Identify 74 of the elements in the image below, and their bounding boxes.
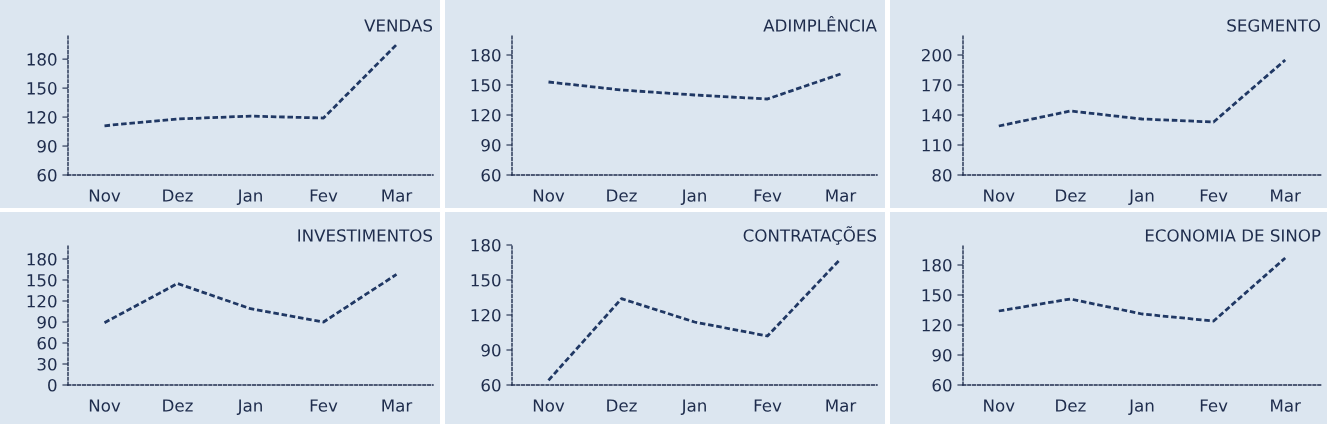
x-tick-label: Dez <box>1056 189 1086 202</box>
x-tick-label: Dez <box>607 189 637 202</box>
y-tick-label: 60 <box>37 336 57 350</box>
x-tick-label: Nov <box>984 399 1015 412</box>
y-tick-label: 150 <box>922 288 952 302</box>
y-tick-label: 0 <box>48 378 57 392</box>
chart-title: CONTRATAÇÕES <box>743 226 877 245</box>
y-tick-label: 170 <box>922 78 952 92</box>
x-tick-label: Jan <box>236 189 262 205</box>
x-tick-label: Dez <box>1056 399 1086 412</box>
x-tick-label: Mar <box>1271 399 1301 412</box>
y-tick-label: 180 <box>922 258 952 272</box>
x-tick-label: Nov <box>89 399 121 412</box>
x-tick-label: Mar <box>1271 189 1301 202</box>
x-tick-label: Nov <box>533 189 565 202</box>
y-tick-label: 90 <box>37 140 57 153</box>
x-tick-label: Jan <box>1128 399 1154 415</box>
x-tick-label: Mar <box>382 189 413 202</box>
y-tick-label: 120 <box>471 108 501 122</box>
y-tick-label: 120 <box>27 294 57 308</box>
y-tick-label: 180 <box>27 252 57 266</box>
x-tick-label: Jan <box>1128 189 1154 205</box>
x-tick-label: Mar <box>826 189 857 202</box>
y-tick-label: 150 <box>27 82 57 95</box>
x-tick-label: Fev <box>754 189 782 202</box>
y-tick-label: 120 <box>27 111 57 124</box>
x-tick-label: Nov <box>89 189 121 202</box>
y-tick-label: 90 <box>481 343 501 357</box>
x-tick-label: Jan <box>680 189 706 205</box>
line-series <box>997 58 1287 128</box>
x-tick-label: Jan <box>680 399 706 415</box>
x-tick-label: Nov <box>533 399 565 412</box>
x-tick-label: Dez <box>607 399 637 412</box>
x-tick-label: Dez <box>163 399 193 412</box>
y-tick-label: 120 <box>471 308 501 322</box>
y-tick-label: 80 <box>932 168 952 182</box>
y-tick-label: 150 <box>471 78 501 92</box>
x-tick-label: Mar <box>382 399 413 412</box>
y-tick-label: 60 <box>932 378 952 392</box>
y-tick-label: 30 <box>37 357 57 371</box>
y-tick-label: 200 <box>921 48 952 62</box>
y-tick-label: 90 <box>932 348 952 362</box>
y-tick-label: 180 <box>471 48 501 62</box>
y-tick-label: 60 <box>481 378 501 392</box>
y-tick-label: 90 <box>37 315 57 329</box>
x-tick-label: Fev <box>310 399 338 412</box>
line-series <box>547 257 842 382</box>
x-tick-label: Nov <box>984 189 1015 202</box>
x-tick-label: Dez <box>163 189 193 202</box>
line-series <box>547 72 842 101</box>
line-series <box>997 256 1287 323</box>
y-tick-label: 150 <box>27 273 57 287</box>
x-tick-label: Fev <box>754 399 782 412</box>
x-tick-label: Mar <box>826 399 857 412</box>
y-tick-label: 150 <box>471 273 501 287</box>
x-tick-label: Fev <box>310 189 338 202</box>
line-series <box>103 273 398 325</box>
y-tick-label: 90 <box>481 138 501 152</box>
x-tick-label: Fev <box>1200 399 1228 412</box>
y-tick-label: 180 <box>471 238 501 252</box>
x-tick-label: Fev <box>1200 189 1228 202</box>
line-series <box>103 43 398 128</box>
y-tick-label: 60 <box>37 168 57 182</box>
chart-title: VENDAS <box>364 19 433 32</box>
y-tick-label: 120 <box>922 318 952 332</box>
x-tick-label: Jan <box>236 399 262 415</box>
chart-title: SEGMENTO <box>1227 19 1321 32</box>
chart-title: ECONOMIA DE SINOP <box>1145 229 1321 242</box>
chart-title: INVESTIMENTOS <box>298 229 433 242</box>
y-tick-label: 180 <box>27 53 57 66</box>
y-tick-label: 140 <box>922 108 952 122</box>
y-tick-label: 60 <box>481 168 501 182</box>
y-tick-label: 110 <box>922 138 952 152</box>
chart-title: ADIMPLÊNCIA <box>763 16 877 32</box>
